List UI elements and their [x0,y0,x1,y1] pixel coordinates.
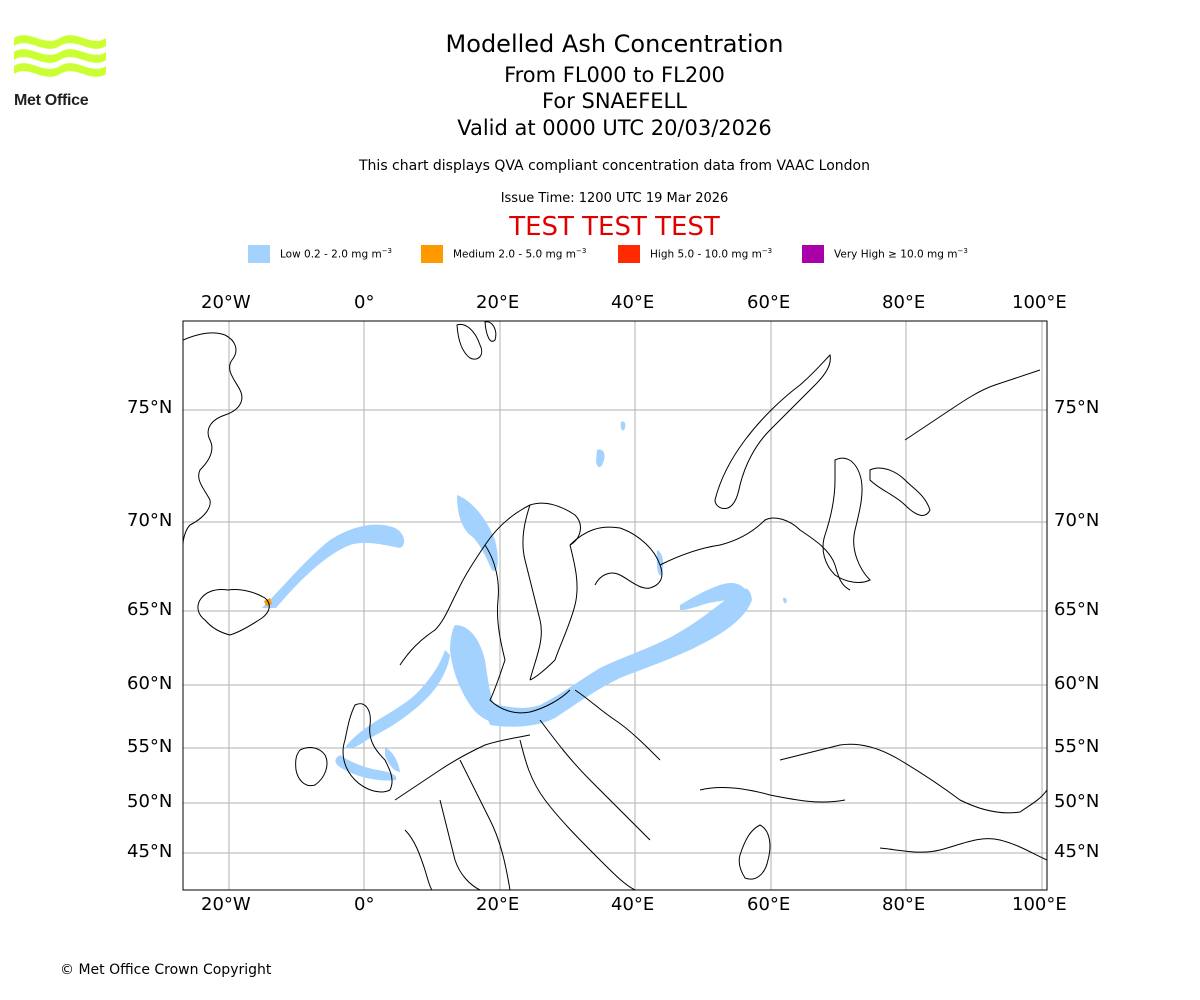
lat-tick-left-70n: 70°N [127,510,173,531]
chart-description: This chart displays QVA compliant concen… [359,158,870,174]
lat-tick-left-45n: 45°N [127,841,173,862]
lat-tick-left-50n: 50°N [127,791,173,812]
legend-label-low: Low 0.2 - 2.0 mg m [280,248,382,261]
legend-swatch-low [248,245,270,263]
map-frame [182,320,1048,891]
lat-tick-right-60n: 60°N [1054,673,1100,694]
legend-item-very-high: Very High ≥ 10.0 mg m−3 [802,244,968,264]
lon-tick-top-0: 0° [354,292,375,313]
lat-tick-right-50n: 50°N [1054,791,1100,812]
lon-tick-top-100e: 100°E [1012,292,1067,313]
lon-tick-top-80e: 80°E [882,292,926,313]
lon-tick-top-20e: 20°E [476,292,520,313]
legend-item-high: High 5.0 - 10.0 mg m−3 [618,244,772,264]
lon-tick-top-60e: 60°E [747,292,791,313]
lon-tick-bottom-20w: 20°W [201,894,251,915]
lon-tick-bottom-0: 0° [354,894,375,915]
volcano-name: For SNAEFELL [542,89,687,113]
lon-tick-top-20w: 20°W [201,292,251,313]
lon-tick-bottom-100e: 100°E [1012,894,1067,915]
flight-level-range: From FL000 to FL200 [504,63,725,87]
met-office-logo-text: Met Office [14,92,89,109]
met-office-logo: Met Office [14,30,109,109]
lat-tick-right-65n: 65°N [1054,599,1100,620]
copyright-notice: © Met Office Crown Copyright [60,962,272,978]
legend-item-low: Low 0.2 - 2.0 mg m−3 [248,244,392,264]
legend-label-high: High 5.0 - 10.0 mg m [650,248,762,261]
legend-item-medium: Medium 2.0 - 5.0 mg m−3 [421,244,586,264]
lat-tick-right-55n: 55°N [1054,736,1100,757]
lat-tick-left-60n: 60°N [127,673,173,694]
met-office-wave-icon [14,35,106,77]
valid-time: Valid at 0000 UTC 20/03/2026 [457,116,772,140]
legend-swatch-very-high [802,245,824,263]
ash-plume-low [262,421,787,781]
lat-tick-right-45n: 45°N [1054,841,1100,862]
lon-tick-bottom-80e: 80°E [882,894,926,915]
lon-tick-top-40e: 40°E [611,292,655,313]
legend-swatch-high [618,245,640,263]
lat-tick-left-65n: 65°N [127,599,173,620]
coastlines [183,321,1047,890]
graticule [183,321,1047,890]
legend-label-medium: Medium 2.0 - 5.0 mg m [453,248,576,261]
lon-tick-bottom-20e: 20°E [476,894,520,915]
issue-time: Issue Time: 1200 UTC 19 Mar 2026 [500,191,729,206]
test-banner: TEST TEST TEST [509,212,720,242]
chart-title: Modelled Ash Concentration [445,30,784,58]
lat-tick-left-55n: 55°N [127,736,173,757]
lon-tick-bottom-60e: 60°E [747,894,791,915]
legend-swatch-medium [421,245,443,263]
lat-tick-right-70n: 70°N [1054,510,1100,531]
lat-tick-left-75n: 75°N [127,397,173,418]
lon-tick-bottom-40e: 40°E [611,894,655,915]
lat-tick-right-75n: 75°N [1054,397,1100,418]
legend-label-very-high: Very High ≥ 10.0 mg m [834,248,958,261]
